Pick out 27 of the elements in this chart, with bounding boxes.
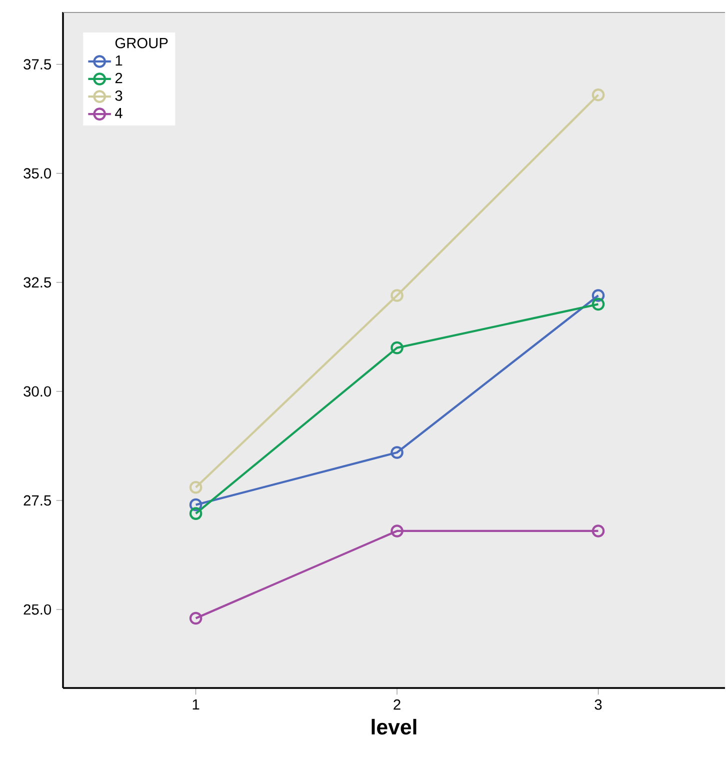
point <box>189 507 202 520</box>
point <box>390 446 404 459</box>
legend-label: 1 <box>116 55 122 66</box>
legend-label: 4 <box>115 108 122 118</box>
y-tick-label: 37.5 <box>24 59 52 70</box>
point <box>592 289 605 302</box>
legend-title: GROUP <box>115 38 168 48</box>
x-axis-title: level <box>372 718 416 735</box>
x-tick-label: 2 <box>394 699 400 710</box>
point <box>390 524 404 538</box>
y-tick-label: 25.0 <box>24 604 52 615</box>
point <box>189 480 202 494</box>
point <box>592 298 605 311</box>
point <box>390 341 404 354</box>
point <box>390 289 404 302</box>
point <box>189 498 202 512</box>
y-tick-label: 30.0 <box>24 386 52 397</box>
point <box>189 612 202 625</box>
x-tick-label: 3 <box>594 699 602 710</box>
y-tick-label: 27.5 <box>24 495 52 506</box>
legend-label: 3 <box>115 90 122 101</box>
legend-label: 2 <box>115 72 122 84</box>
y-tick-label: 35.0 <box>24 168 52 179</box>
x-tick-label: 1 <box>192 699 200 710</box>
point <box>592 524 605 538</box>
y-tick-label: 32.5 <box>24 277 52 288</box>
point <box>592 88 605 102</box>
